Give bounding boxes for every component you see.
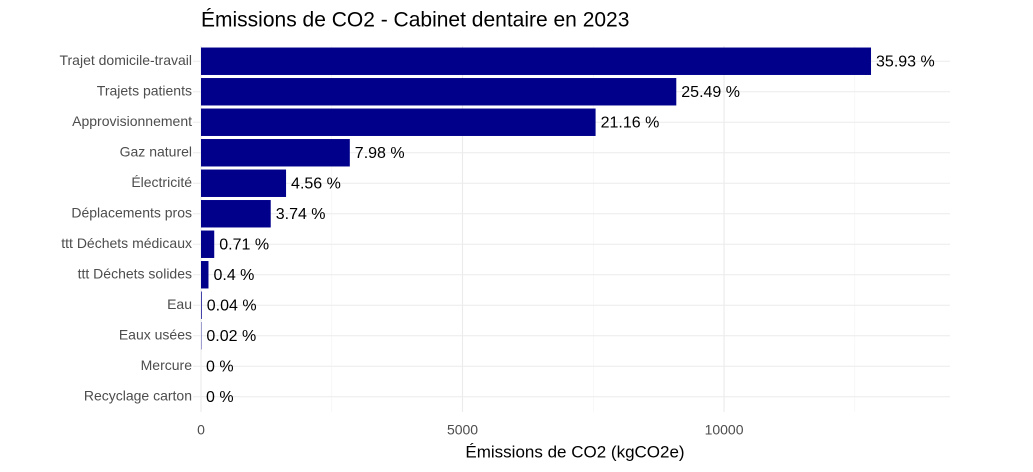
y-tick-label: Trajets patients (97, 82, 192, 98)
value-label: 0.02 % (206, 328, 256, 345)
value-label: 0 % (206, 358, 234, 375)
value-label: 3.74 % (276, 206, 326, 223)
bar (201, 47, 872, 75)
bar (201, 261, 209, 289)
y-tick-label: Approvisionnement (72, 113, 192, 129)
y-tick-label: Électricité (131, 174, 192, 190)
bar (201, 291, 202, 319)
y-tick-label: Eaux usées (119, 326, 192, 342)
value-label: 25.49 % (681, 84, 740, 101)
x-tick-label: 0 (197, 422, 205, 438)
y-tick-label: Mercure (141, 357, 193, 373)
bar (201, 200, 271, 228)
y-tick-label: ttt Déchets solides (78, 265, 192, 281)
bar (201, 78, 677, 106)
y-tick-label: Gaz naturel (120, 143, 192, 159)
y-tick-label: Eau (167, 296, 192, 312)
value-label: 21.16 % (601, 114, 660, 131)
x-axis-label: Émissions de CO2 (kgCO2e) (465, 442, 684, 461)
value-label: 0 % (206, 389, 234, 406)
value-label: 35.93 % (876, 53, 935, 70)
bar (201, 169, 287, 197)
value-label: 0.4 % (213, 267, 254, 284)
chart-title: Émissions de CO2 - Cabinet dentaire en 2… (201, 9, 629, 32)
y-tick-label: Recyclage carton (84, 387, 192, 403)
bar (201, 108, 596, 136)
x-tick-label: 5000 (447, 422, 478, 438)
x-tick-label: 10000 (705, 422, 744, 438)
value-label: 0.04 % (207, 297, 257, 314)
value-label: 4.56 % (291, 175, 341, 192)
y-tick-label: ttt Déchets médicaux (61, 235, 192, 251)
value-label: 7.98 % (355, 145, 405, 162)
y-tick-label: Déplacements pros (71, 204, 192, 220)
value-label: 0.71 % (219, 236, 269, 253)
bar (201, 139, 350, 167)
bar (201, 230, 215, 258)
y-tick-label: Trajet domicile-travail (59, 52, 192, 68)
